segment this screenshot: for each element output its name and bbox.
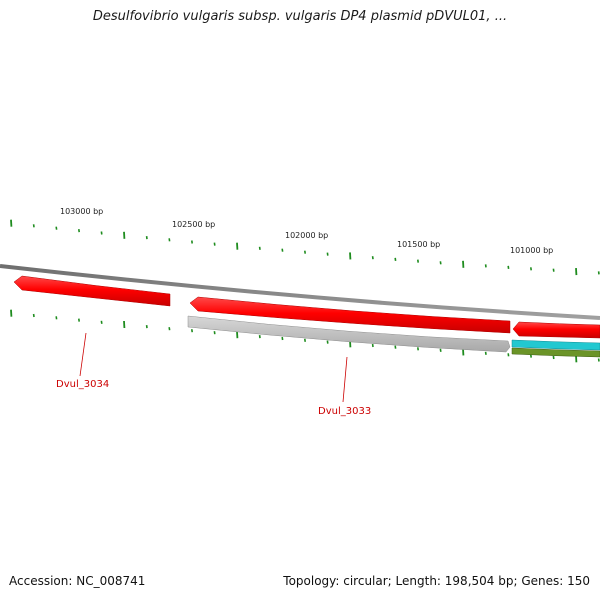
outer-tick-marks: [10, 219, 600, 276]
tick-label-101000: 101000 bp: [510, 246, 553, 255]
gene-arrow-dvul-3033[interactable]: [189, 296, 511, 334]
map-title: Desulfovibrio vulgaris subsp. vulgaris D…: [92, 9, 508, 24]
leader-line-dvul-3033: [342, 356, 348, 403]
tick-label-103000: 103000 bp: [60, 207, 103, 216]
inner-tick-marks: [10, 309, 600, 363]
tick-label-102000: 102000 bp: [285, 231, 328, 240]
sequence-backbone: [0, 264, 600, 320]
tick-label-102500: 102500 bp: [172, 220, 215, 229]
gene-arrow-dvul-3034[interactable]: [13, 275, 171, 307]
gene-arrow-reverse-gray[interactable]: [187, 315, 511, 353]
feature-track-cyan[interactable]: [511, 339, 600, 351]
accession-text: Accession: NC_008741: [9, 574, 146, 588]
plasmid-summary-text: Topology: circular; Length: 198,504 bp; …: [283, 574, 590, 588]
gene-label-dvul-3034[interactable]: Dvul_3034: [56, 379, 109, 390]
gene-label-dvul-3033[interactable]: Dvul_3033: [318, 406, 371, 417]
leader-line-dvul-3034: [79, 332, 87, 377]
tick-label-101500: 101500 bp: [397, 240, 440, 249]
feature-track-olive[interactable]: [511, 347, 600, 358]
gene-arrow-right[interactable]: [512, 321, 600, 339]
